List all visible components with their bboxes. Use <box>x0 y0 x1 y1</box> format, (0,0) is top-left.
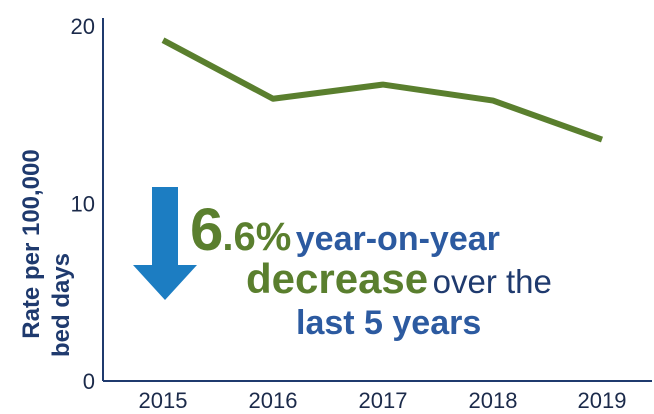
y-axis-label-line2: bed days <box>48 253 75 357</box>
x-tick-label: 2017 <box>359 388 408 413</box>
big-number: 6 <box>190 196 223 263</box>
y-tick-label: 0 <box>83 369 95 394</box>
x-tick-label: 2019 <box>578 388 627 413</box>
percent-text: .6% <box>222 215 292 259</box>
series-points <box>162 40 603 140</box>
x-tick-label: 2015 <box>139 388 188 413</box>
last-5-years-text: last 5 years <box>296 304 482 342</box>
x-tick-label: 2016 <box>249 388 298 413</box>
callout-line2: decrease over the <box>190 258 650 300</box>
y-tick-label: 10 <box>71 192 95 217</box>
decrease-text: decrease <box>246 255 429 302</box>
over-the-text: over the <box>432 263 552 300</box>
down-arrow-icon <box>133 187 197 300</box>
y-tick-labels: 0 10 20 <box>71 14 95 394</box>
callout-text: 6.6% year-on-year decrease over the last… <box>190 200 650 341</box>
callout-line1: 6.6% year-on-year <box>190 200 650 260</box>
x-tick-labels: 2015 2016 2017 2018 2019 <box>139 388 627 413</box>
series-line <box>161 37 604 143</box>
y-axis-label-line1: Rate per 100,000 <box>18 149 45 338</box>
x-tick-label: 2018 <box>469 388 518 413</box>
callout-line3: last 5 years <box>190 306 650 340</box>
year-on-year-text: year-on-year <box>295 220 500 258</box>
y-tick-label: 20 <box>71 14 95 39</box>
